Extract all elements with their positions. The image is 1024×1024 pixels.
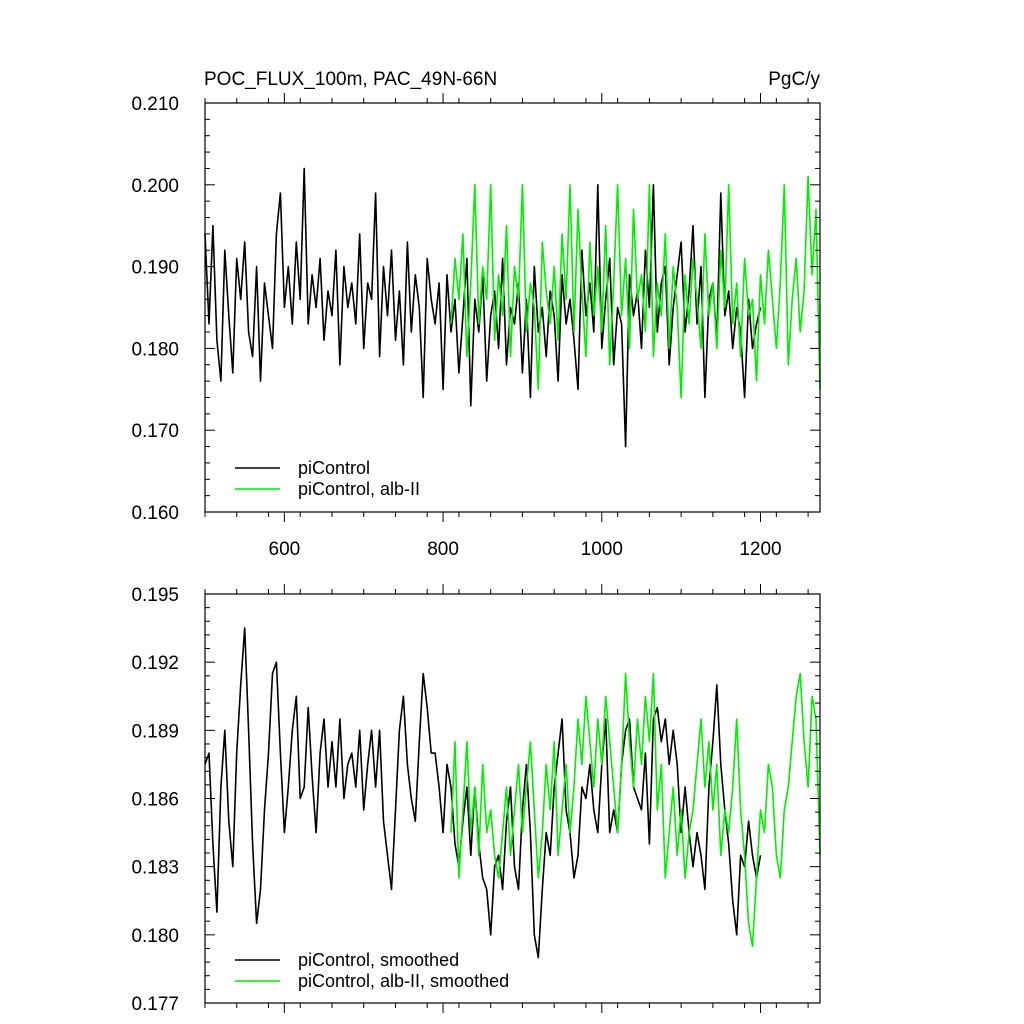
y-tick-label: 0.190: [131, 258, 179, 279]
y-tick-label: 0.210: [131, 94, 179, 115]
x-tick-label: 1200: [739, 539, 781, 560]
series-line-picontrol: [204, 627, 762, 959]
chart-panel-2: 0.177 0.180 0.183 0.186 0.189 0.192 0.195 piCon…: [131, 584, 821, 1015]
chart-title: POC_FLUX_100m, PAC_49N-66N: [204, 69, 497, 90]
x-tick-label: 600: [269, 539, 301, 560]
y-tick-label: 0.186: [131, 790, 179, 811]
y-tick-label: 0.192: [131, 653, 179, 674]
legend-label: piControl, alb-II, smoothed: [298, 971, 509, 991]
legend-label: piControl: [298, 458, 370, 478]
y-tick-label: 0.200: [131, 176, 179, 197]
x-tick-label: 800: [427, 539, 459, 560]
y-tick-label: 0.189: [131, 721, 179, 742]
legend-label: piControl, smoothed: [298, 950, 459, 970]
units-label: PgC/y: [768, 69, 820, 90]
legend-label: piControl, alb-II: [298, 479, 420, 499]
y-tick-label: 0.180: [131, 926, 179, 947]
y-tick-label: 0.195: [131, 585, 179, 606]
plot-frame: [204, 102, 821, 513]
chart-panel-1: 0.160 0.170 0.180 0.190 0.200 0.210 600 800 1000…: [131, 69, 821, 560]
y-tick-label: 0.180: [131, 339, 179, 360]
x-tick-label: 1000: [581, 539, 623, 560]
y-tick-label: 0.177: [131, 994, 179, 1015]
series-line-picontrol-alb-ii: [450, 175, 821, 399]
series-line-picontrol-alb-ii: [450, 672, 821, 948]
y-tick-label: 0.170: [131, 421, 179, 442]
y-tick-label: 0.183: [131, 858, 179, 879]
plot-frame: [204, 593, 821, 1004]
y-tick-label: 0.160: [131, 503, 179, 524]
